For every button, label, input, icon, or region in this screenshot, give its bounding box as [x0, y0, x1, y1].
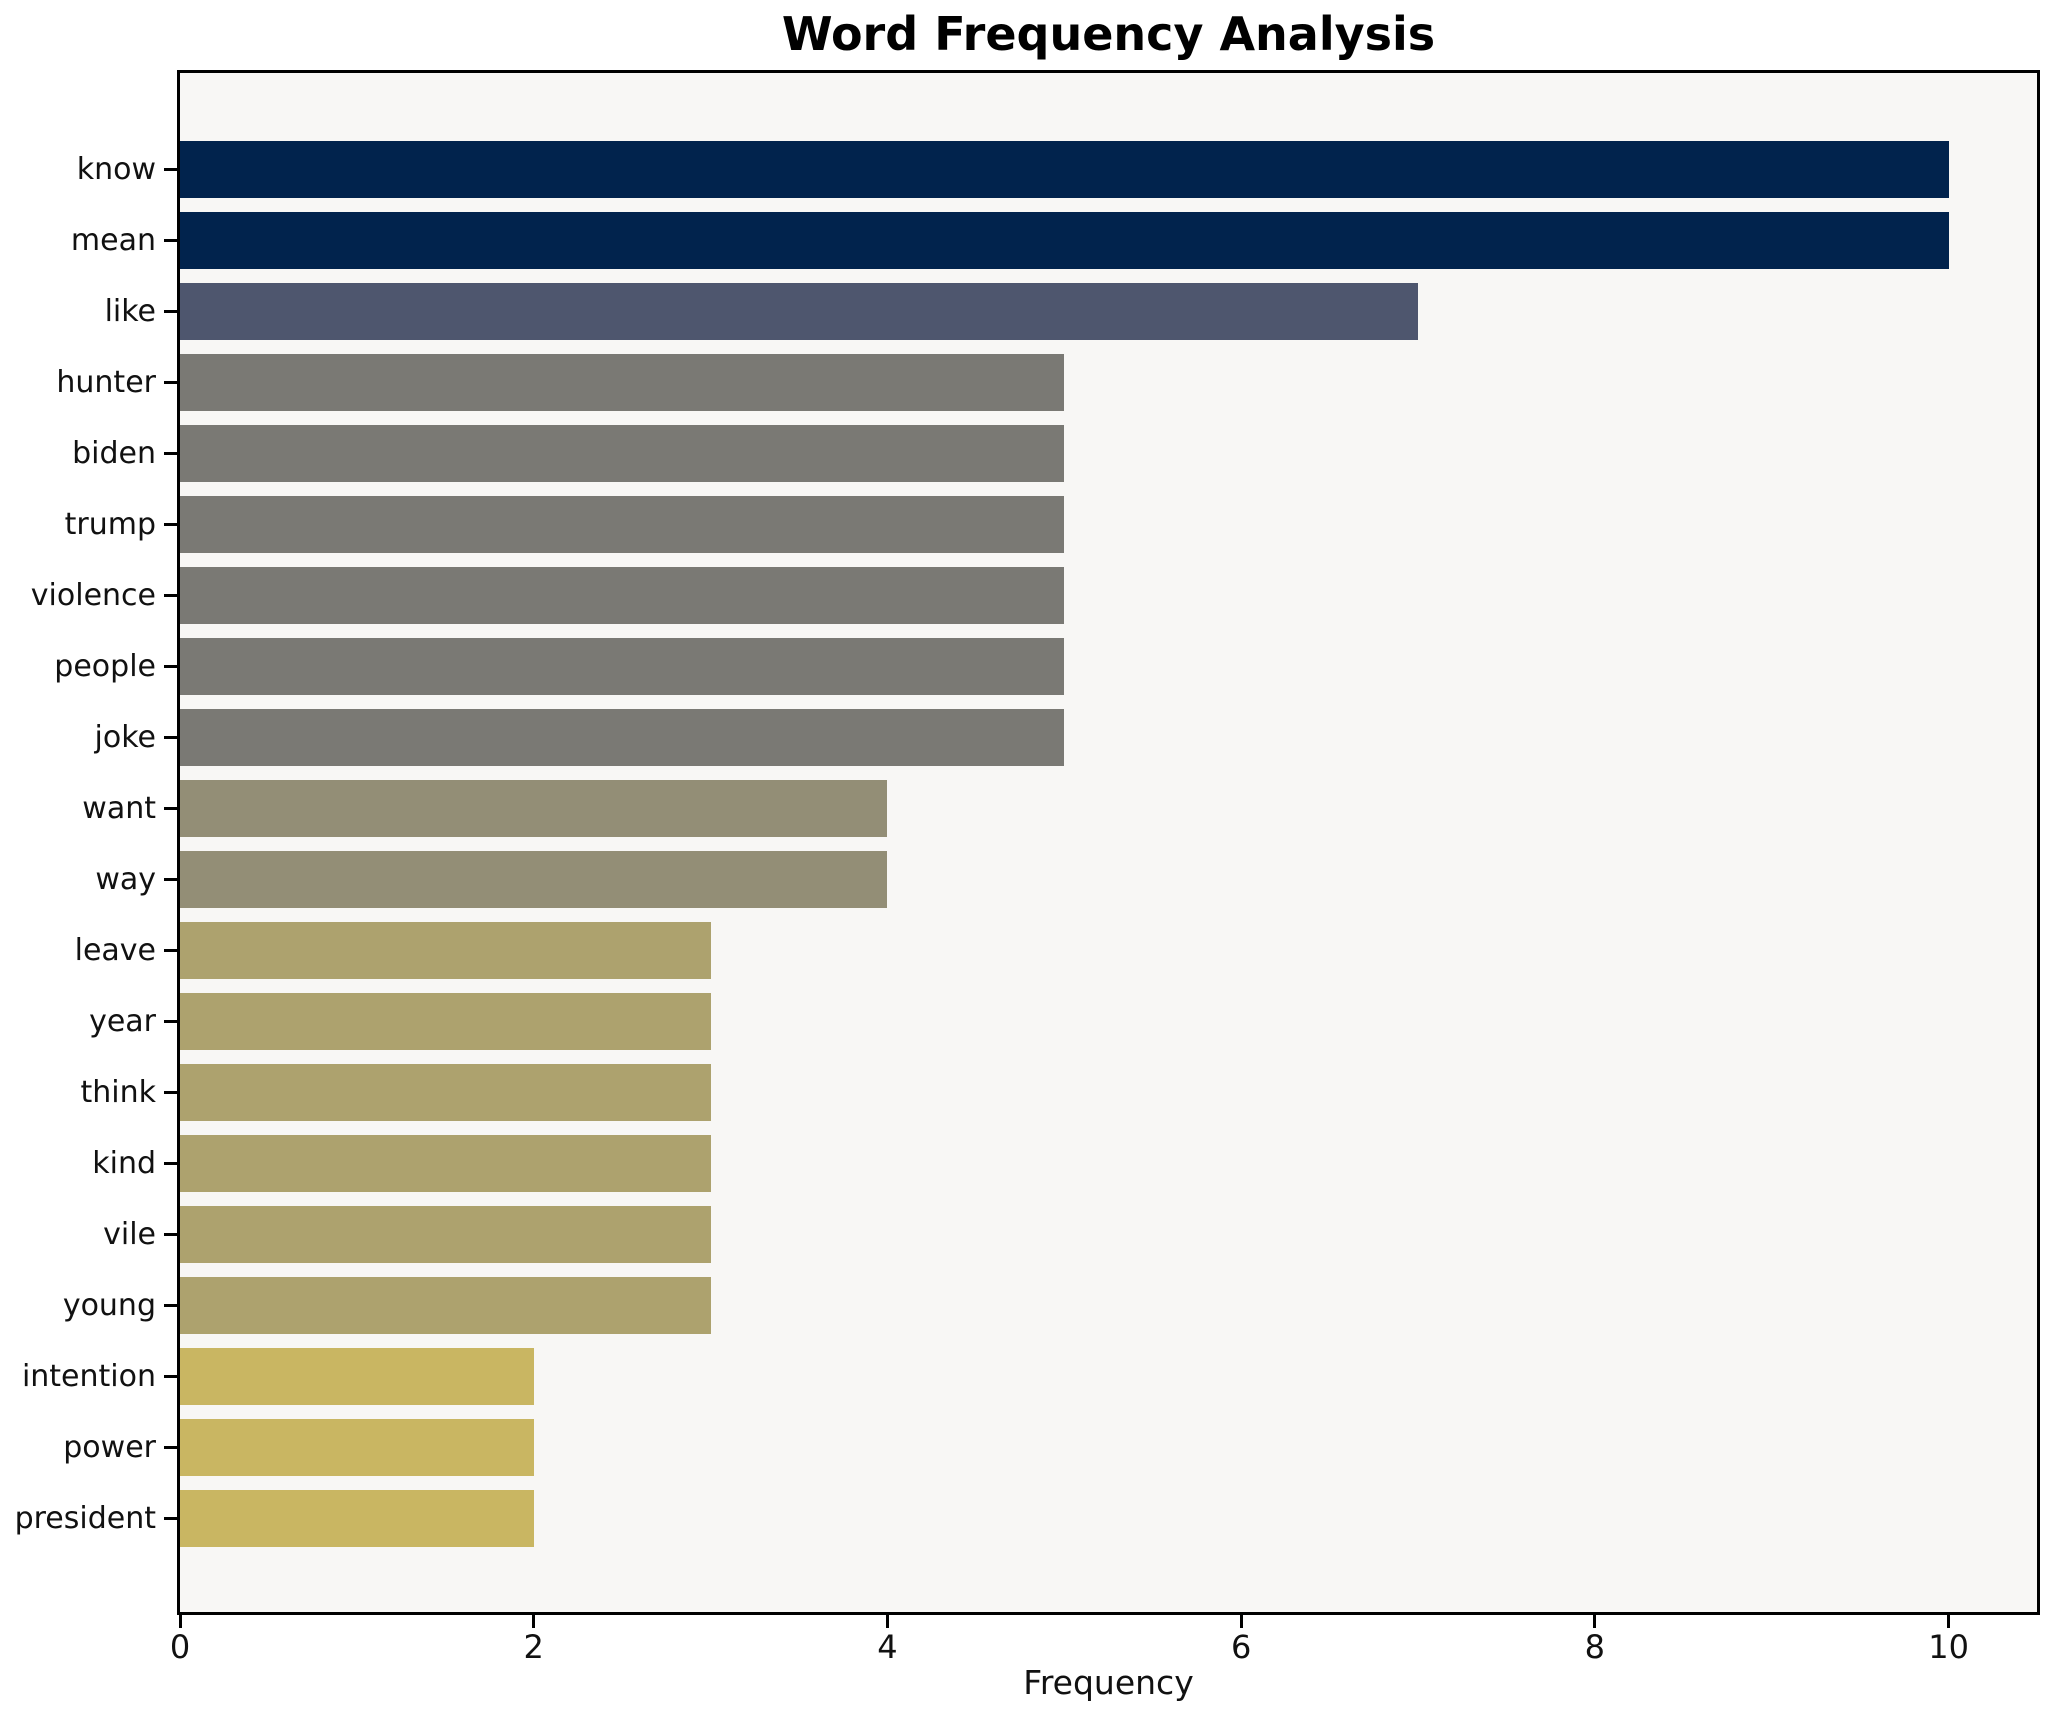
bar-kind — [180, 1135, 711, 1192]
y-tick-mark — [164, 310, 177, 313]
y-tick-label-year: year — [89, 1003, 156, 1039]
y-tick-mark — [164, 452, 177, 455]
bar-trump — [180, 496, 1064, 553]
y-tick-mark — [164, 1304, 177, 1307]
bar-people — [180, 638, 1064, 695]
y-tick-mark — [164, 807, 177, 810]
bar-year — [180, 993, 711, 1050]
y-tick-mark — [164, 1446, 177, 1449]
y-tick-mark — [164, 239, 177, 242]
y-tick-mark — [164, 1020, 177, 1023]
bar-way — [180, 851, 887, 908]
y-tick-label-biden: biden — [72, 435, 156, 471]
y-tick-mark — [164, 381, 177, 384]
y-tick-label-joke: joke — [94, 719, 156, 755]
y-tick-label-mean: mean — [70, 222, 156, 258]
x-tick-label-2: 2 — [523, 1628, 544, 1666]
y-tick-mark — [164, 665, 177, 668]
y-tick-label-young: young — [62, 1287, 156, 1323]
plot-area — [177, 70, 2040, 1615]
y-tick-label-leave: leave — [74, 932, 156, 968]
y-tick-mark — [164, 878, 177, 881]
y-tick-label-hunter: hunter — [56, 364, 156, 400]
y-tick-mark — [164, 1517, 177, 1520]
x-tick-mark — [1593, 1615, 1597, 1628]
bar-hunter — [180, 354, 1064, 411]
x-tick-mark — [1239, 1615, 1243, 1628]
x-tick-label-0: 0 — [169, 1628, 191, 1666]
y-tick-label-intention: intention — [21, 1358, 156, 1394]
y-tick-mark — [164, 1375, 177, 1378]
bar-think — [180, 1064, 711, 1121]
y-tick-mark — [164, 949, 177, 952]
y-tick-mark — [164, 736, 177, 739]
y-tick-label-trump: trump — [64, 506, 156, 542]
bar-violence — [180, 567, 1064, 624]
bar-leave — [180, 922, 711, 979]
bar-young — [180, 1277, 711, 1334]
bar-like — [180, 283, 1418, 340]
chart-title: Word Frequency Analysis — [781, 7, 1436, 61]
y-tick-mark — [164, 1091, 177, 1094]
bar-president — [180, 1490, 534, 1547]
x-tick-label-6: 6 — [1230, 1628, 1252, 1666]
y-tick-label-like: like — [104, 293, 156, 329]
x-tick-mark — [1947, 1615, 1951, 1628]
x-tick-mark — [178, 1615, 182, 1628]
x-tick-mark — [532, 1615, 536, 1628]
bar-know — [180, 141, 1949, 198]
bar-intention — [180, 1348, 534, 1405]
bar-joke — [180, 709, 1064, 766]
bar-vile — [180, 1206, 711, 1263]
y-tick-label-way: way — [95, 861, 156, 897]
y-tick-mark — [164, 1162, 177, 1165]
x-tick-label-8: 8 — [1584, 1628, 1606, 1666]
bar-power — [180, 1419, 534, 1476]
bar-want — [180, 780, 887, 837]
y-tick-label-president: president — [14, 1500, 156, 1536]
x-tick-mark — [885, 1615, 889, 1628]
x-tick-label-10: 10 — [1928, 1628, 1969, 1666]
y-tick-label-think: think — [80, 1074, 157, 1110]
y-tick-label-people: people — [54, 648, 156, 684]
y-tick-label-kind: kind — [92, 1145, 156, 1181]
y-tick-label-violence: violence — [30, 577, 156, 613]
x-axis-label: Frequency — [1023, 1663, 1194, 1702]
y-tick-mark — [164, 1233, 177, 1236]
bar-mean — [180, 212, 1949, 269]
y-tick-mark — [164, 168, 177, 171]
y-tick-label-power: power — [63, 1429, 156, 1465]
y-tick-label-know: know — [76, 151, 156, 187]
bar-biden — [180, 425, 1064, 482]
y-tick-label-vile: vile — [103, 1216, 156, 1252]
y-tick-mark — [164, 523, 177, 526]
x-tick-label-4: 4 — [877, 1628, 898, 1666]
y-tick-mark — [164, 594, 177, 597]
y-tick-label-want: want — [82, 790, 156, 826]
